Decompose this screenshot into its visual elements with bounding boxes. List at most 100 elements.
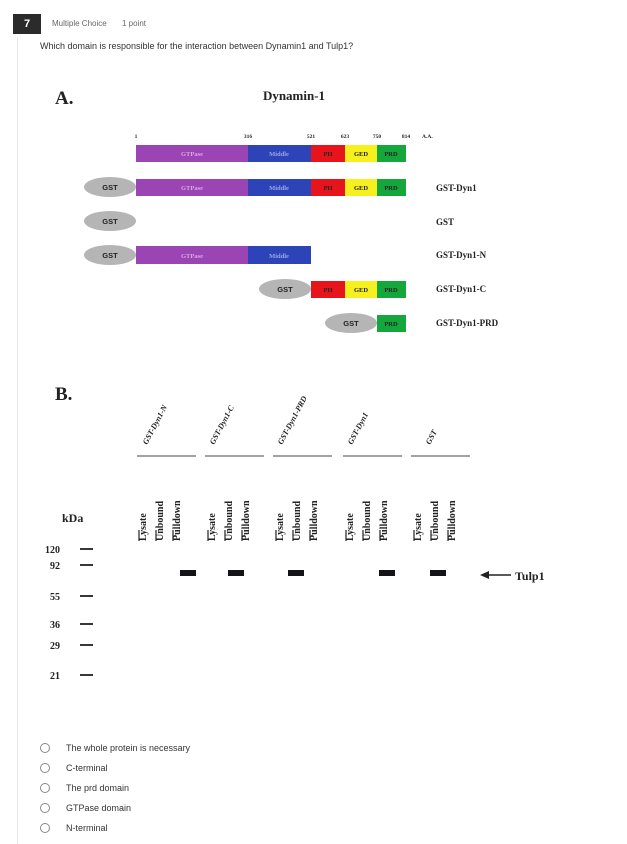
panel-b-label: B. [55, 384, 72, 405]
prd-label: PRD [384, 185, 398, 192]
construct-row-gst-dyn1-c: GST PH GED PRD GST-Dyn1-C [259, 279, 486, 299]
ged-domain [345, 281, 377, 298]
middle-domain [248, 179, 311, 196]
prd-domain [377, 145, 406, 162]
lane-label: Unbound [292, 501, 303, 541]
lane-label: Unbound [155, 501, 166, 541]
middle-label: Middle [269, 151, 289, 158]
question-points: 1 point [122, 19, 147, 28]
prd-label: PRD [384, 151, 398, 158]
choice-label: GTPase domain [66, 803, 132, 813]
prd-domain [377, 315, 406, 332]
marker-29: 29 [50, 641, 60, 652]
lane-label: Lysate [275, 513, 286, 541]
middle-domain [248, 145, 311, 162]
gst-tag-label: GST [102, 217, 118, 226]
choice-gtpase-domain[interactable]: GTPase domain [40, 798, 190, 818]
group-label-gst-dyn1: GST-Dyn1 [346, 411, 370, 446]
ph-domain [311, 145, 345, 162]
tulp1-bands [180, 570, 446, 576]
gtpase-domain [136, 246, 248, 264]
position-750: 750 [373, 134, 382, 140]
group-label-gst-dyn1-prd: GST-Dyn1-PRD [276, 394, 309, 446]
choice-c-terminal[interactable]: C-terminal [40, 758, 190, 778]
lane-label: Lysate [413, 513, 424, 541]
construct-label: GST-Dyn1 [436, 183, 477, 193]
lane-label: Unbound [362, 501, 373, 541]
ged-label: GED [354, 151, 368, 158]
radio-button[interactable] [40, 763, 50, 773]
band-gst-pulldown [430, 570, 446, 576]
gst-tag [259, 279, 311, 299]
question-type: Multiple Choice [52, 19, 107, 28]
gtpase-label: GTPase [181, 151, 203, 158]
answer-choices: The whole protein is necessary C-termina… [40, 738, 190, 838]
construct-row-gst-dyn1: GST GTPase Middle PH GED PRD GST-Dyn1 [84, 177, 477, 197]
gtpase-domain [136, 145, 248, 162]
middle-domain [248, 246, 311, 264]
lane-label: Pulldown [447, 500, 458, 541]
ph-domain [311, 281, 345, 298]
middle-label: Middle [269, 185, 289, 192]
construct-row-gst: GST GST [84, 211, 454, 231]
ged-domain [345, 179, 377, 196]
lane-label: Lysate [345, 513, 356, 541]
gst-tag-label: GST [102, 251, 118, 260]
lane-ticks [138, 530, 449, 541]
construct-row-gst-dyn1-n: GST GTPase Middle GST-Dyn1-N [84, 245, 487, 265]
choice-n-terminal[interactable]: N-terminal [40, 818, 190, 838]
gtpase-label: GTPase [181, 253, 203, 260]
lane-label: Lysate [207, 513, 218, 541]
gtpase-label: GTPase [181, 185, 203, 192]
marker-120: 120 [45, 545, 60, 556]
marker-36: 36 [50, 620, 60, 631]
construct-label: GST [436, 217, 454, 227]
lane-label: Pulldown [309, 500, 320, 541]
prd-domain [377, 281, 406, 298]
position-521: 521 [307, 134, 316, 140]
ph-label: PH [323, 185, 332, 192]
choice-label: N-terminal [66, 823, 108, 833]
band-gst-dyn1-pulldown [379, 570, 395, 576]
gst-tag-label: GST [102, 183, 118, 192]
lane-label: Unbound [430, 501, 441, 541]
gst-tag-label: GST [343, 319, 359, 328]
gtpase-domain [136, 179, 248, 196]
position-unit: A.A. [422, 134, 433, 140]
band-gst-dyn1-c-pulldown [228, 570, 244, 576]
choice-whole-protein[interactable]: The whole protein is necessary [40, 738, 190, 758]
radio-button[interactable] [40, 743, 50, 753]
dynamin-figure: A. Dynamin-1 1 316 521 623 750 814 A.A. … [45, 88, 545, 682]
gst-tag [84, 177, 136, 197]
band-gst-dyn1-n-pulldown [180, 570, 196, 576]
ph-domain [311, 179, 345, 196]
radio-button[interactable] [40, 823, 50, 833]
gst-tag [84, 211, 136, 231]
radio-button[interactable] [40, 803, 50, 813]
construct-label: GST-Dyn1-PRD [436, 318, 499, 328]
ged-label: GED [354, 185, 368, 192]
choice-label: The whole protein is necessary [66, 743, 191, 753]
gst-tag [84, 245, 136, 265]
band-gst-dyn1-prd-pulldown [288, 570, 304, 576]
choice-label: C-terminal [66, 763, 108, 773]
gst-tag [325, 313, 377, 333]
gst-tag-label: GST [277, 285, 293, 294]
left-border [17, 38, 18, 844]
tulp1-arrow [480, 571, 511, 579]
kda-label: kDa [62, 511, 83, 525]
lane-label: Unbound [224, 501, 235, 541]
position-316: 316 [244, 134, 253, 140]
construct-row-gst-dyn1-prd: GST PRD GST-Dyn1-PRD [325, 313, 499, 333]
prd-label: PRD [384, 321, 398, 328]
radio-button[interactable] [40, 783, 50, 793]
middle-label: Middle [269, 253, 289, 260]
choice-prd-domain[interactable]: The prd domain [40, 778, 190, 798]
domain-map-row: GTPase Middle PH GED PRD [136, 145, 406, 162]
group-label-gst: GST [424, 427, 440, 446]
marker-92: 92 [50, 561, 60, 572]
question-number: 7 [13, 14, 41, 34]
marker-21: 21 [50, 671, 60, 682]
group-label-gst-dyn1-c: GST-Dyn1-C [208, 403, 236, 446]
ph-label: PH [323, 151, 332, 158]
